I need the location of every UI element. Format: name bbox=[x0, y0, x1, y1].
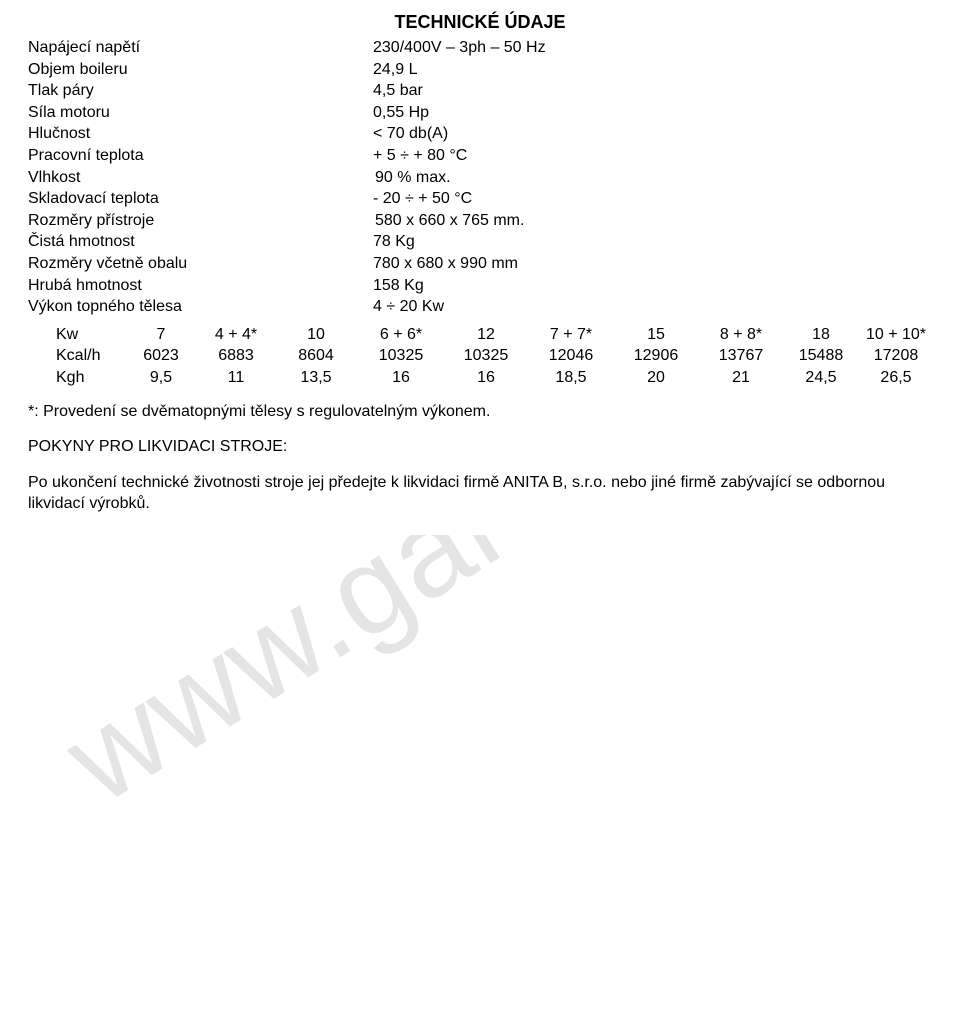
spec-value: 0,55 Hp bbox=[373, 102, 932, 124]
spec-label: Pracovní teplota bbox=[28, 145, 373, 167]
table-cell: 12 bbox=[446, 324, 526, 346]
table-cell: 16 bbox=[446, 367, 526, 389]
footnote-star: *: Provedení se dvěmatopnými tělesy s re… bbox=[28, 401, 932, 423]
spec-value: < 70 db(A) bbox=[373, 123, 932, 145]
spec-label: Síla motoru bbox=[28, 102, 373, 124]
spec-label: Tlak páry bbox=[28, 80, 373, 102]
table-cell: 8 + 8* bbox=[696, 324, 786, 346]
table-cell: 21 bbox=[696, 367, 786, 389]
table-cell: 7 + 7* bbox=[526, 324, 616, 346]
spec-row: Hlučnost< 70 db(A) bbox=[28, 123, 932, 145]
spec-row: Skladovací teplota- 20 ÷ + 50 °C bbox=[28, 188, 932, 210]
table-row: Kw 7 4 + 4* 10 6 + 6* 12 7 + 7* 15 8 + 8… bbox=[28, 324, 932, 346]
table-cell: 11 bbox=[196, 367, 276, 389]
table-row-label: Kw bbox=[28, 324, 126, 346]
spec-row: Síla motoru0,55 Hp bbox=[28, 102, 932, 124]
table-cell: 10 + 10* bbox=[856, 324, 936, 346]
table-cell: 10325 bbox=[356, 345, 446, 367]
spec-label: Skladovací teplota bbox=[28, 188, 373, 210]
spec-list: Napájecí napětí230/400V – 3ph – 50 Hz Ob… bbox=[28, 37, 932, 318]
spec-row: Rozměry přístroje 580 x 660 x 765 mm. bbox=[28, 210, 932, 232]
spec-row: Čistá hmotnost78 Kg bbox=[28, 231, 932, 253]
spec-label: Čistá hmotnost bbox=[28, 231, 373, 253]
spec-row: Vlhkost 90 % max. bbox=[28, 167, 932, 189]
table-cell: 18,5 bbox=[526, 367, 616, 389]
table-row-label: Kgh bbox=[28, 367, 126, 389]
spec-label: Rozměry včetně obalu bbox=[28, 253, 373, 275]
spec-label: Hrubá hmotnost bbox=[28, 275, 373, 297]
table-cell: 13767 bbox=[696, 345, 786, 367]
table-cell: 6883 bbox=[196, 345, 276, 367]
spec-row: Rozměry včetně obalu780 x 680 x 990 mm bbox=[28, 253, 932, 275]
table-cell: 12046 bbox=[526, 345, 616, 367]
table-cell: 10 bbox=[276, 324, 356, 346]
table-cell: 10325 bbox=[446, 345, 526, 367]
table-cell: 9,5 bbox=[126, 367, 196, 389]
page-title: TECHNICKÉ ÚDAJE bbox=[28, 12, 932, 33]
spec-value: 4,5 bar bbox=[373, 80, 932, 102]
spec-label: Rozměry přístroje bbox=[28, 210, 373, 232]
spec-value: - 20 ÷ + 50 °C bbox=[373, 188, 932, 210]
table-row-label: Kcal/h bbox=[28, 345, 126, 367]
spec-row: Objem boileru24,9 L bbox=[28, 59, 932, 81]
spec-value: 580 x 660 x 765 mm. bbox=[373, 210, 932, 232]
spec-row: Pracovní teplota+ 5 ÷ + 80 °C bbox=[28, 145, 932, 167]
spec-row: Tlak páry4,5 bar bbox=[28, 80, 932, 102]
spec-row: Hrubá hmotnost158 Kg bbox=[28, 275, 932, 297]
table-cell: 6 + 6* bbox=[356, 324, 446, 346]
spec-value: 24,9 L bbox=[373, 59, 932, 81]
spec-row: Napájecí napětí230/400V – 3ph – 50 Hz bbox=[28, 37, 932, 59]
table-cell: 24,5 bbox=[786, 367, 856, 389]
spec-label: Vlhkost bbox=[28, 167, 373, 189]
spec-label: Objem boileru bbox=[28, 59, 373, 81]
table-cell: 18 bbox=[786, 324, 856, 346]
disposal-title: POKYNY PRO LIKVIDACI STROJE: bbox=[28, 436, 932, 458]
spec-label: Napájecí napětí bbox=[28, 37, 373, 59]
table-cell: 17208 bbox=[856, 345, 936, 367]
spec-value: 78 Kg bbox=[373, 231, 932, 253]
table-cell: 20 bbox=[616, 367, 696, 389]
disposal-body: Po ukončení technické životnosti stroje … bbox=[28, 472, 932, 515]
spec-value: 780 x 680 x 990 mm bbox=[373, 253, 932, 275]
power-table: Kw 7 4 + 4* 10 6 + 6* 12 7 + 7* 15 8 + 8… bbox=[28, 324, 932, 389]
spec-row: Výkon topného tělesa4 ÷ 20 Kw bbox=[28, 296, 932, 318]
table-cell: 16 bbox=[356, 367, 446, 389]
table-cell: 7 bbox=[126, 324, 196, 346]
spec-value: + 5 ÷ + 80 °C bbox=[373, 145, 932, 167]
table-row: Kgh 9,5 11 13,5 16 16 18,5 20 21 24,5 26… bbox=[28, 367, 932, 389]
spec-label: Hlučnost bbox=[28, 123, 373, 145]
table-cell: 8604 bbox=[276, 345, 356, 367]
table-cell: 12906 bbox=[616, 345, 696, 367]
table-cell: 26,5 bbox=[856, 367, 936, 389]
spec-value: 90 % max. bbox=[373, 167, 932, 189]
table-cell: 15488 bbox=[786, 345, 856, 367]
table-cell: 13,5 bbox=[276, 367, 356, 389]
spec-label: Výkon topného tělesa bbox=[28, 296, 373, 318]
spec-value: 4 ÷ 20 Kw bbox=[373, 296, 932, 318]
table-row: Kcal/h 6023 6883 8604 10325 10325 12046 … bbox=[28, 345, 932, 367]
table-cell: 4 + 4* bbox=[196, 324, 276, 346]
table-cell: 15 bbox=[616, 324, 696, 346]
table-cell: 6023 bbox=[126, 345, 196, 367]
spec-value: 158 Kg bbox=[373, 275, 932, 297]
spec-value: 230/400V – 3ph – 50 Hz bbox=[373, 37, 932, 59]
